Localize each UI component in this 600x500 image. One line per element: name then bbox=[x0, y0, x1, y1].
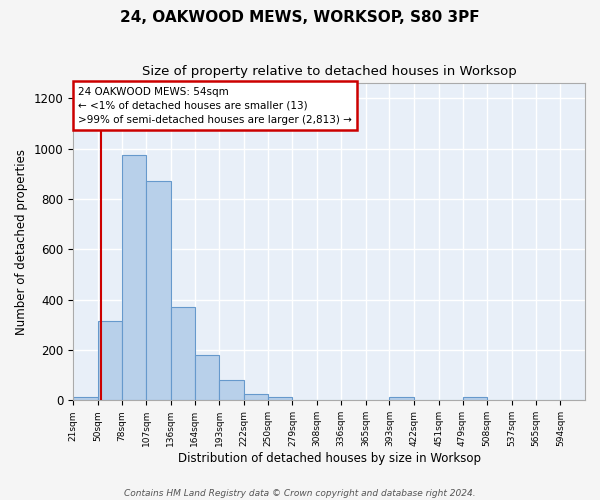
Bar bbox=[73, 397, 98, 400]
X-axis label: Distribution of detached houses by size in Worksop: Distribution of detached houses by size … bbox=[178, 452, 481, 465]
Text: 24 OAKWOOD MEWS: 54sqm
← <1% of detached houses are smaller (13)
>99% of semi-de: 24 OAKWOOD MEWS: 54sqm ← <1% of detached… bbox=[78, 86, 352, 124]
Text: 24, OAKWOOD MEWS, WORKSOP, S80 3PF: 24, OAKWOOD MEWS, WORKSOP, S80 3PF bbox=[120, 10, 480, 25]
Y-axis label: Number of detached properties: Number of detached properties bbox=[15, 149, 28, 335]
Bar bbox=[146, 182, 171, 400]
Bar bbox=[122, 155, 146, 400]
Bar bbox=[220, 380, 244, 400]
Bar bbox=[171, 308, 194, 400]
Text: Contains HM Land Registry data © Crown copyright and database right 2024.: Contains HM Land Registry data © Crown c… bbox=[124, 488, 476, 498]
Bar bbox=[268, 396, 292, 400]
Bar bbox=[463, 397, 487, 400]
Bar bbox=[389, 397, 414, 400]
Title: Size of property relative to detached houses in Worksop: Size of property relative to detached ho… bbox=[142, 65, 517, 78]
Bar bbox=[244, 394, 268, 400]
Bar bbox=[194, 355, 220, 401]
Bar bbox=[98, 321, 122, 400]
